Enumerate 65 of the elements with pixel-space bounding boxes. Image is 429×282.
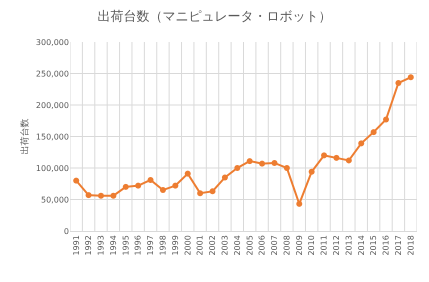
point [98, 192, 104, 199]
x-tick-label: 1992 [84, 235, 94, 256]
y-tick-label: 200,000 [36, 100, 69, 110]
point [346, 157, 352, 164]
y-tick-label: 50,000 [41, 195, 69, 204]
y-tick-label: 150,000 [36, 132, 69, 142]
x-tick-label: 1997 [146, 235, 156, 256]
point [73, 178, 80, 184]
point [296, 200, 302, 207]
x-tick-label: 2015 [369, 235, 378, 256]
point [308, 168, 315, 175]
point [370, 129, 377, 136]
x-tick-label: 2016 [382, 235, 391, 256]
point [271, 160, 278, 166]
x-tick-label: 1998 [158, 235, 168, 256]
point [395, 80, 402, 86]
x-tick-label: 2006 [258, 235, 267, 256]
x-tick-label: 2005 [245, 235, 254, 256]
y-tick-label: 0 [64, 226, 69, 236]
x-tick-label: 2008 [282, 235, 292, 256]
x-tick-label: 2011 [320, 235, 329, 256]
point [408, 74, 414, 80]
x-tick-label: 2009 [294, 235, 304, 256]
point [122, 184, 129, 190]
x-tick-label: 2000 [183, 235, 192, 256]
x-tick-label: 2007 [270, 235, 280, 256]
x-tick-label: 1994 [108, 235, 118, 256]
y-tick-label: 100,000 [36, 164, 69, 173]
point [246, 158, 253, 164]
point [234, 165, 240, 171]
point [86, 192, 92, 198]
point [358, 140, 364, 146]
x-tick-label: 2014 [356, 235, 366, 256]
x-tick-label: 2001 [196, 235, 205, 256]
x-tick-label: 2017 [394, 235, 404, 256]
point [333, 154, 340, 161]
x-tick-label: 2012 [332, 235, 342, 256]
y-tick-label: 250,000 [36, 69, 69, 78]
chart-title: 出荷台数（マニピュレータ・ロボット） [98, 9, 332, 24]
point [210, 188, 216, 194]
point [321, 152, 328, 158]
point [160, 187, 166, 194]
point [172, 182, 178, 189]
point [284, 165, 290, 171]
point [135, 182, 142, 189]
y-tick-label: 300,000 [36, 38, 69, 47]
x-tick-label: 2013 [344, 235, 354, 256]
x-tick-label: 2003 [220, 235, 230, 256]
point [222, 174, 228, 180]
point [383, 116, 390, 122]
y-axis-title: 出荷台数 [19, 118, 30, 154]
x-tick-label: 1995 [121, 235, 130, 256]
point [197, 190, 204, 196]
x-tick-label: 2002 [208, 235, 218, 256]
point [184, 170, 191, 177]
point [110, 192, 116, 199]
x-tick-label: 1996 [134, 235, 143, 256]
x-tick-label: 1991 [72, 235, 81, 256]
x-tick-label: 2010 [307, 235, 316, 256]
point [259, 160, 266, 167]
x-tick-label: 1999 [170, 235, 180, 256]
x-tick-label: 2018 [406, 235, 416, 256]
x-tick-label: 1993 [96, 235, 106, 256]
point [148, 176, 154, 183]
x-tick-label: 2004 [232, 235, 242, 256]
